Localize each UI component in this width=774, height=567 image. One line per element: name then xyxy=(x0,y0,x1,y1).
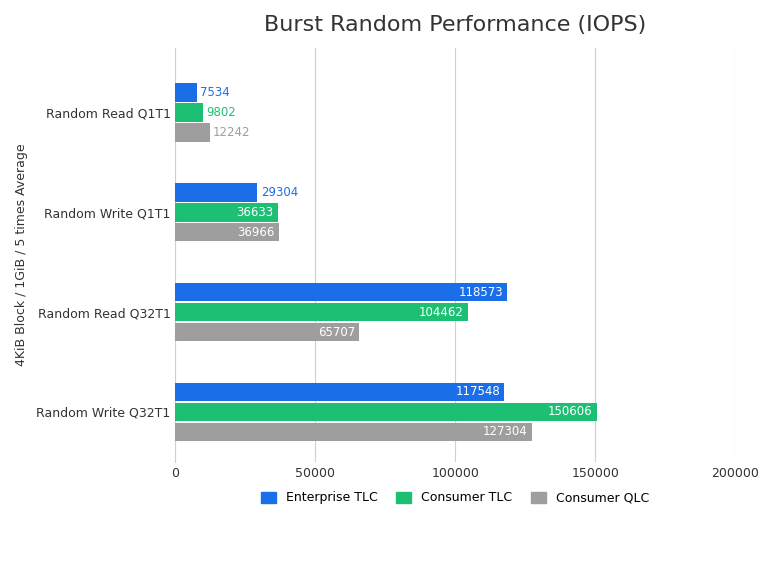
Text: 127304: 127304 xyxy=(483,425,527,438)
Bar xyxy=(176,203,278,222)
Text: 12242: 12242 xyxy=(213,126,251,139)
Title: Burst Random Performance (IOPS): Burst Random Performance (IOPS) xyxy=(264,15,646,35)
Bar xyxy=(176,422,532,441)
Text: 104462: 104462 xyxy=(419,306,464,319)
Bar xyxy=(176,183,258,201)
Bar xyxy=(176,303,467,321)
Text: 36633: 36633 xyxy=(237,206,274,219)
Text: 150606: 150606 xyxy=(548,405,593,418)
Text: 7534: 7534 xyxy=(200,86,230,99)
Legend: Enterprise TLC, Consumer TLC, Consumer QLC: Enterprise TLC, Consumer TLC, Consumer Q… xyxy=(256,486,655,509)
Bar xyxy=(176,283,507,301)
Bar xyxy=(176,103,203,122)
Text: 29304: 29304 xyxy=(261,186,298,199)
Bar xyxy=(176,223,279,242)
Bar xyxy=(176,403,597,421)
Bar xyxy=(176,383,505,401)
Text: 65707: 65707 xyxy=(318,325,355,338)
Text: 117548: 117548 xyxy=(455,386,500,399)
Text: 36966: 36966 xyxy=(238,226,275,239)
Bar xyxy=(176,323,359,341)
Y-axis label: 4KiB Block / 1GiB / 5 times Average: 4KiB Block / 1GiB / 5 times Average xyxy=(15,143,28,366)
Text: 9802: 9802 xyxy=(206,106,236,119)
Bar xyxy=(176,83,197,101)
Bar xyxy=(176,123,210,142)
Text: 118573: 118573 xyxy=(458,286,503,299)
